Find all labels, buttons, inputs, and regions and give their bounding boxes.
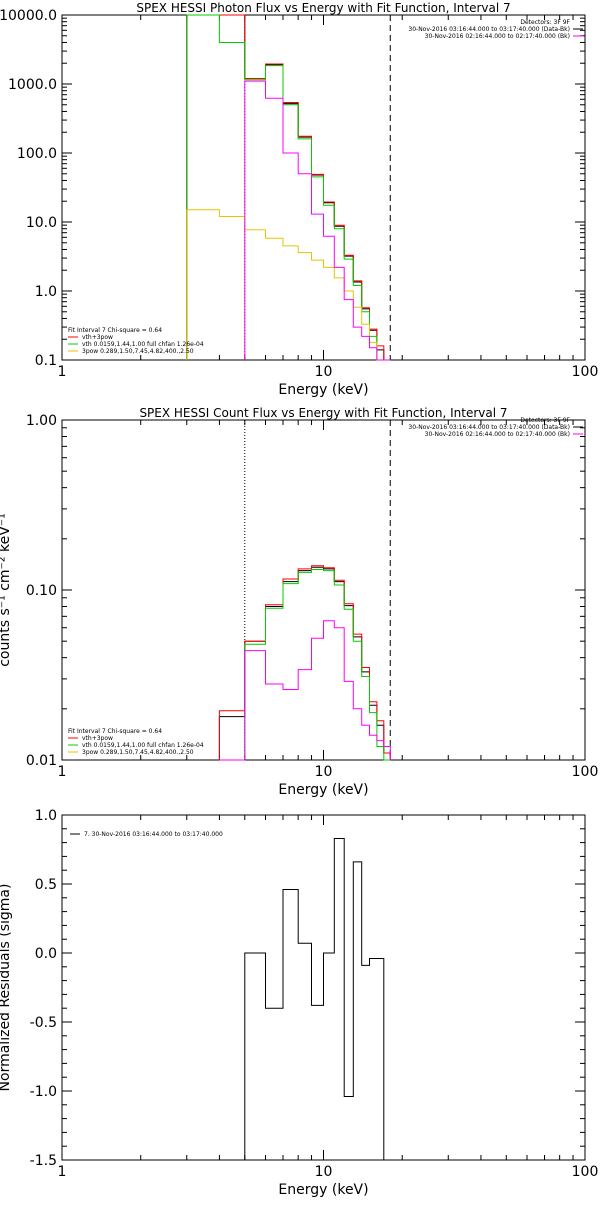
p3-x-tick-label: 1	[58, 1164, 67, 1180]
p2-series-vth	[219, 569, 391, 761]
p1-x-tick-label: 1	[58, 364, 67, 380]
p2-series-bk	[219, 620, 391, 761]
p3-y-tick-label: 0.0	[35, 946, 57, 962]
p3-y-axis-label: Normalized Residuals (sigma)	[0, 884, 13, 1092]
p2-x-tick-label: 10	[315, 764, 333, 780]
p3-y-tick-label: 1.0	[35, 808, 57, 824]
p2-y-tick-label: 1.00	[26, 413, 57, 429]
p3-y-tick-label: -1.5	[30, 1153, 57, 1169]
p1-legend-bottom-text: 3pow 0.289,1.50,7.45,4.82,400.,2.50	[82, 348, 194, 355]
p3-y-tick-label: -0.5	[30, 1015, 57, 1031]
p2-legend-bottom-text: vth 0.0159,1.44,1.00 full chfan 1.26e-04	[82, 742, 204, 749]
p1-legend-bottom-text: vth 0.0159,1.44,1.00 full chfan 1.26e-04	[82, 341, 204, 348]
p1-y-tick-label: 1000.0	[8, 77, 57, 93]
p1-x-tick-label: 10	[315, 364, 333, 380]
p2-legend-bottom-text: Fit Interval 7 Chi-square = 0.64	[68, 728, 162, 735]
p2-x-tick-label: 100	[572, 764, 599, 780]
p1-x-axis-label: Energy (keV)	[278, 382, 368, 398]
p1-series-vth-3pow	[186, 14, 391, 361]
p2-title: SPEX HESSI Count Flux vs Energy with Fit…	[139, 406, 507, 420]
p2-y-tick-label: 0.01	[26, 753, 57, 769]
p1-title: SPEX HESSI Photon Flux vs Energy with Fi…	[136, 1, 510, 15]
p2-x-axis-label: Energy (keV)	[278, 782, 368, 798]
p1-series-bk	[244, 80, 391, 361]
p1-y-tick-label: 1.0	[35, 284, 57, 300]
p1-series-data-bk	[186, 14, 391, 361]
p1-legend-top-text: Detectors: 3F 9F	[520, 19, 570, 26]
p1-legend-bottom-text: vth+3pow	[82, 334, 113, 341]
p3-x-tick-label: 100	[572, 1164, 599, 1180]
p1-series-3pow	[186, 209, 391, 361]
p1-y-tick-label: 10000.0	[0, 8, 57, 24]
p2-plot-frame	[61, 419, 586, 761]
p2-legend-top-text: Detectors: 3F 9F	[520, 417, 570, 424]
p3-y-tick-label: -1.0	[30, 1084, 57, 1100]
p2-y-axis-label: counts s⁻¹ cm⁻² keV⁻¹	[0, 513, 13, 667]
p3-x-axis-label: Energy (keV)	[278, 1182, 368, 1198]
p1-legend-top-text: 30-Nov-2016 03:16:44.000 to 03:17:40.000…	[408, 26, 570, 33]
p2-legend-top-text: 30-Nov-2016 03:16:44.000 to 03:17:40.000…	[408, 424, 570, 431]
p1-y-tick-label: 0.1	[35, 353, 57, 369]
p1-y-tick-label: 100.0	[17, 146, 57, 162]
p2-legend-bottom-text: 3pow 0.289,1.50,7.45,4.82,400.,2.50	[82, 749, 194, 756]
p3-legend-text: 7. 30-Nov-2016 03:16:44.000 to 03:17:40.…	[84, 831, 223, 838]
p1-x-tick-label: 100	[572, 364, 599, 380]
p2-legend-bottom-text: vth+3pow	[82, 735, 113, 742]
p3-y-tick-label: 0.5	[35, 877, 57, 893]
p1-series-vth	[186, 14, 391, 361]
p1-y-tick-label: 10.0	[26, 215, 57, 231]
p3-series-7-30-nov-2016-03-16-44-000-to-03-17-40-000	[244, 838, 391, 1161]
p1-legend-bottom-text: Fit Interval 7 Chi-square = 0.64	[68, 327, 162, 334]
p1-legend-top-text: 30-Nov-2016 02:16:44.000 to 02:17:40.000…	[425, 33, 570, 40]
p3-x-tick-label: 10	[315, 1164, 333, 1180]
p2-legend-top-text: 30-Nov-2016 02:16:44.000 to 02:17:40.000…	[425, 431, 570, 438]
p2-x-tick-label: 1	[58, 764, 67, 780]
p2-y-tick-label: 0.10	[26, 583, 57, 599]
